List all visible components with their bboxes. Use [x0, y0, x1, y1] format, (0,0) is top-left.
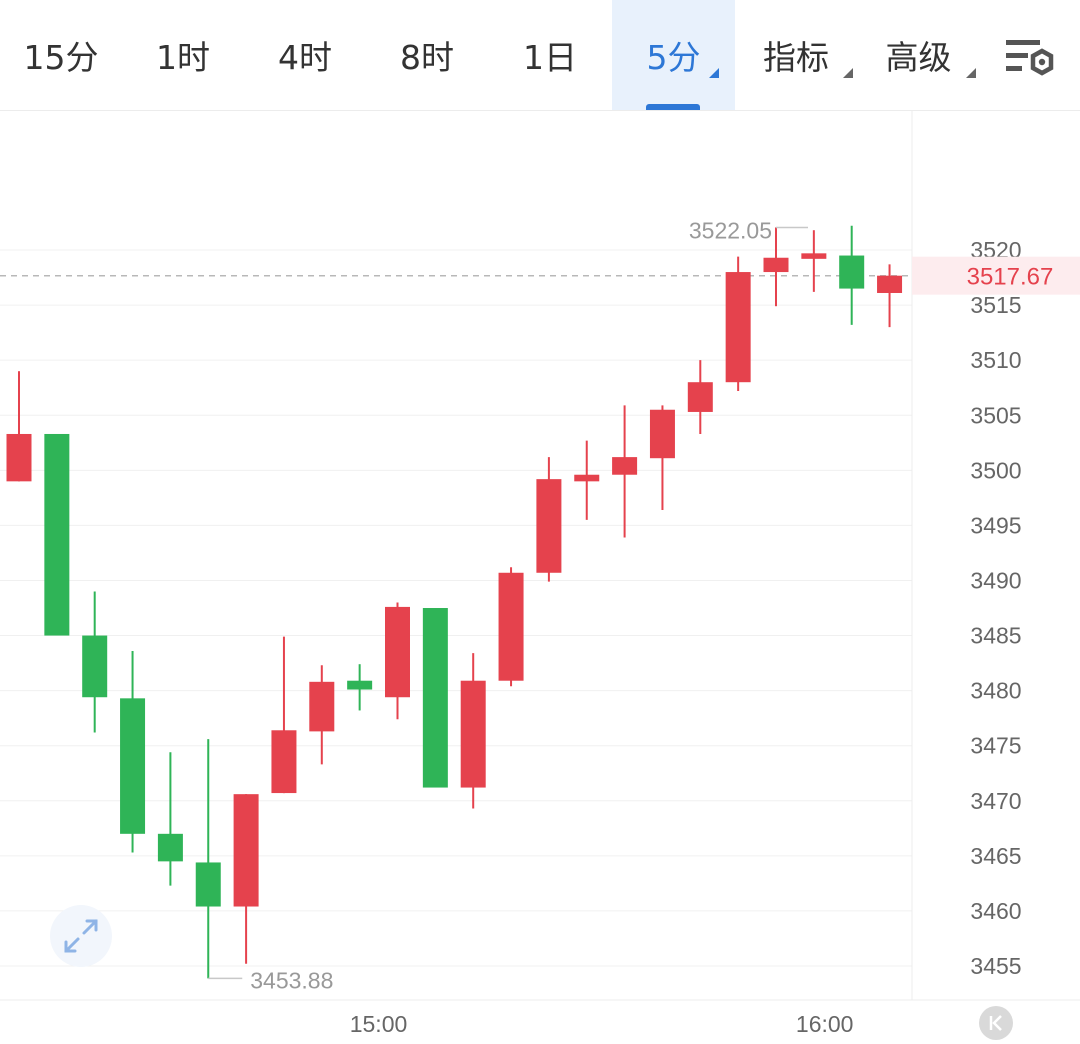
y-tick-label: 3485 [970, 623, 1021, 649]
timeframe-tab-bar: 15分 1时 4时 8时 1日 5分 指标 高级 [0, 0, 1080, 111]
y-tick-label: 3460 [970, 898, 1021, 924]
candle-body [309, 681, 335, 732]
candle [460, 653, 486, 809]
y-tick-label: 3455 [970, 953, 1021, 979]
tab-label: 1日 [523, 38, 577, 77]
tab-2[interactable]: 1时 [122, 0, 244, 110]
max-price-label: 3522.05 [689, 217, 772, 243]
tab-label: 5分 [646, 38, 701, 77]
candle-body [82, 635, 108, 698]
tab-label: 1时 [156, 38, 210, 77]
candle [839, 225, 865, 325]
candle-body [195, 862, 221, 907]
tab-4[interactable]: 8时 [366, 0, 488, 110]
candle-body [120, 698, 146, 834]
candle [347, 664, 373, 711]
candle-body [536, 479, 562, 573]
candle [271, 636, 297, 794]
candle-body [347, 680, 373, 690]
y-tick-label: 3475 [970, 733, 1021, 759]
jump-to-latest-icon [989, 1015, 1002, 1031]
chart-settings-button[interactable] [1000, 35, 1060, 85]
candle-body [801, 253, 827, 259]
candle-body [649, 409, 675, 459]
min-price-label: 3453.88 [250, 967, 333, 993]
candle [309, 665, 335, 765]
y-tick-label: 3510 [970, 347, 1021, 373]
candle [6, 371, 32, 482]
candle [574, 440, 600, 520]
candle-body [612, 457, 638, 475]
candle [649, 405, 675, 510]
candle [44, 433, 70, 636]
candle [422, 608, 448, 788]
y-tick-label: 3480 [970, 678, 1021, 704]
y-tick-label: 3515 [970, 292, 1021, 318]
candle [725, 256, 751, 392]
candle-body [422, 608, 448, 788]
candle [877, 264, 903, 328]
candle [687, 360, 713, 434]
candle [801, 230, 827, 292]
candle [536, 457, 562, 582]
candle [612, 405, 638, 538]
x-tick-label: 16:00 [796, 1011, 854, 1037]
candle-body [233, 794, 259, 907]
candle [385, 602, 410, 720]
candle-body [44, 433, 70, 636]
candle [498, 567, 524, 687]
candle-body [877, 275, 903, 293]
tab-label: 高级 [885, 38, 952, 77]
tab-7[interactable]: 指标 [735, 0, 857, 110]
candlestick-chart[interactable]: 3455 3460 3465 3470 3475 3480 3485 3490 3495 3500… [0, 111, 1080, 1037]
tab-1[interactable]: 15分 [0, 0, 122, 110]
candle [233, 794, 259, 964]
x-tick-label: 15:00 [350, 1011, 408, 1037]
candle-body [385, 606, 410, 698]
candle-body [157, 833, 183, 862]
candle-body [271, 730, 297, 794]
candle-body [725, 272, 751, 383]
tab-label: 8时 [400, 38, 454, 77]
candle [195, 739, 221, 979]
candle [763, 227, 789, 307]
fullscreen-button[interactable] [50, 905, 112, 967]
dropdown-caret-icon [966, 68, 976, 78]
tab-label: 指标 [763, 38, 829, 77]
candle-body [839, 255, 865, 289]
dropdown-caret-icon [709, 68, 719, 78]
current-price-label: 3517.67 [967, 264, 1054, 291]
tab-label: 15分 [23, 38, 99, 77]
y-tick-label: 3505 [970, 402, 1021, 428]
chart-settings-icon [1006, 40, 1054, 76]
candle-body [687, 382, 713, 412]
expand-arrows-icon [64, 919, 98, 953]
candle [157, 752, 183, 886]
tab-6[interactable]: 5分 [612, 0, 735, 110]
jump-to-latest-button[interactable] [979, 1006, 1013, 1040]
candle [120, 650, 146, 853]
tab-8[interactable]: 高级 [857, 0, 980, 110]
candle-body [6, 433, 32, 482]
dropdown-caret-icon [843, 68, 853, 78]
candle-body [574, 474, 600, 482]
candle [82, 591, 108, 733]
y-tick-label: 3495 [970, 512, 1021, 538]
current-price-tag [912, 256, 1080, 295]
tab-5[interactable]: 1日 [488, 0, 612, 110]
y-tick-label: 3470 [970, 788, 1021, 814]
y-tick-label: 3465 [970, 843, 1021, 869]
candle-body [498, 572, 524, 681]
candle-body [763, 257, 789, 273]
tab-label: 4时 [278, 38, 332, 77]
y-tick-label: 3490 [970, 567, 1021, 593]
y-tick-label: 3500 [970, 457, 1021, 483]
candle-body [460, 680, 486, 788]
active-tab-indicator [646, 104, 700, 110]
tab-3[interactable]: 4时 [244, 0, 366, 110]
